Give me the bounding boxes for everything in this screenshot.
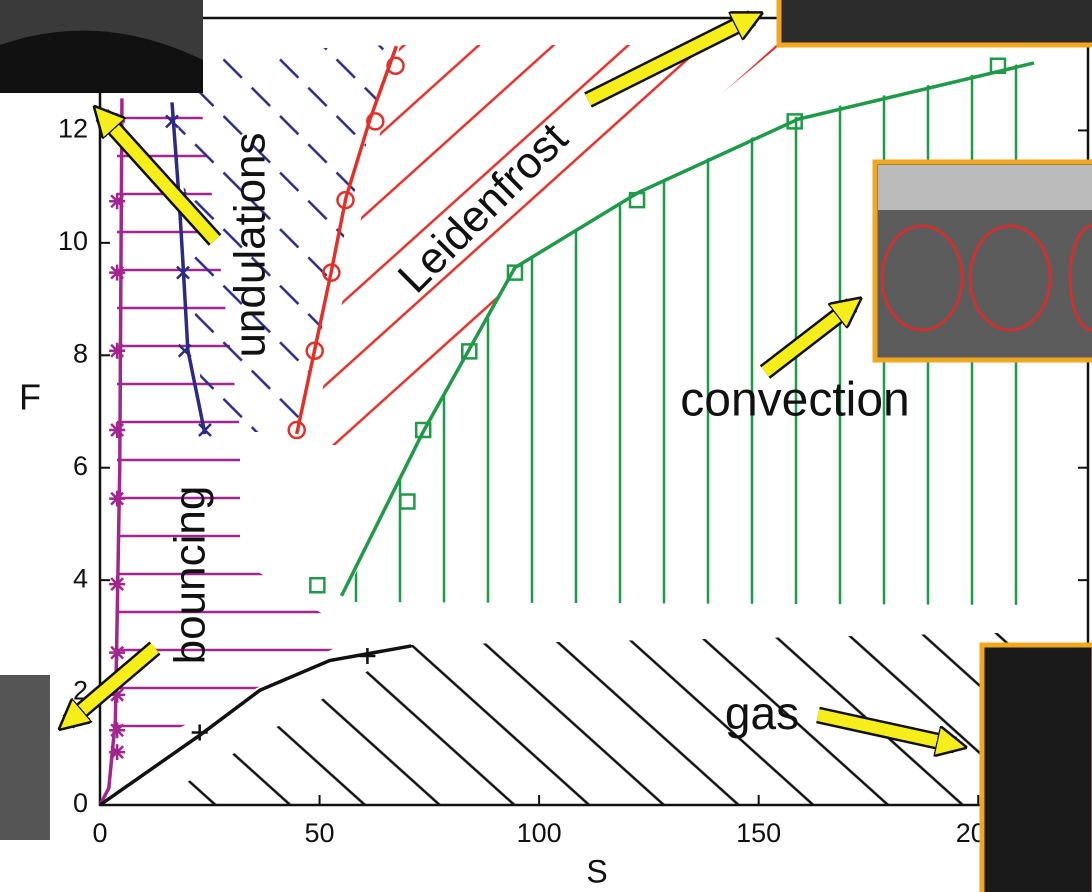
data-point [109,744,125,760]
x-tick-label: 100 [517,818,562,848]
thumbnail [0,675,50,840]
data-point [310,578,324,592]
region-label: gas [725,687,799,739]
data-point [109,722,125,738]
data-point [109,576,125,592]
x-tick-label: 50 [305,818,335,848]
data-point [109,645,125,661]
data-point [109,343,125,359]
chart: 050100150200024681012 F S bouncingundula… [0,0,1092,892]
x-tick-label: 0 [92,818,107,848]
thumbnail-detail [878,165,1092,210]
y-tick-label: 4 [73,563,88,593]
x-tick-label: 150 [736,818,781,848]
data-point [359,648,375,664]
y-tick-label: 8 [73,338,88,368]
data-point [109,193,125,209]
region-label: undulations [226,132,275,357]
data-point [109,491,125,507]
thumbnail [779,0,1092,45]
x-axis-label: S [586,853,607,889]
data-point [109,265,125,281]
y-tick-label: 6 [73,451,88,481]
y-axis-label: F [19,377,41,418]
y-tick-label: 10 [58,226,88,256]
y-tick-label: 12 [58,114,88,144]
thumbnail [982,645,1092,892]
data-point [109,422,125,438]
y-tick-label: 0 [73,788,88,818]
region-label: bouncing [166,486,215,665]
region-label: convection [680,374,909,427]
